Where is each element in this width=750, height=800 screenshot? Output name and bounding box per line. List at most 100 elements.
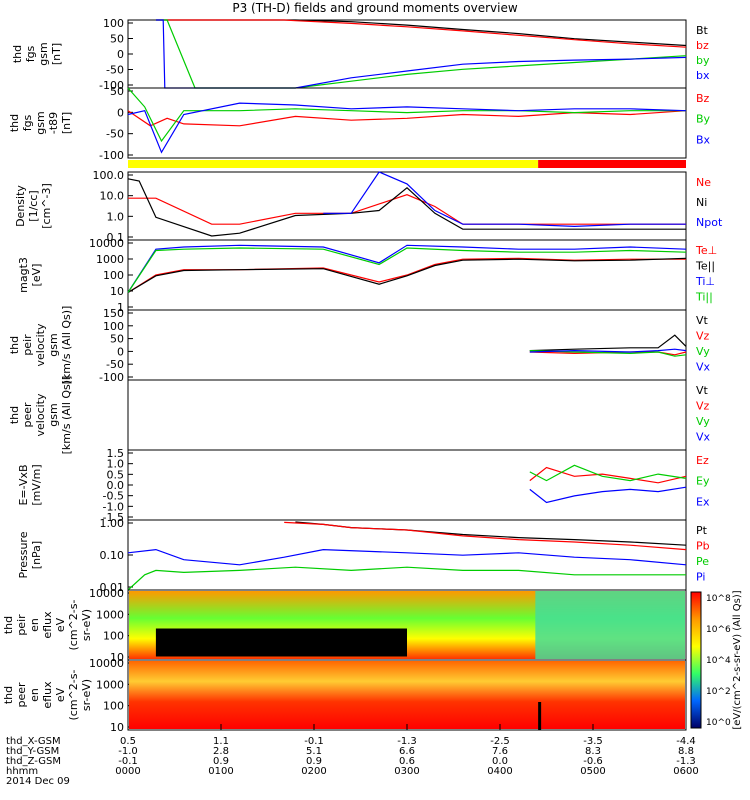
y-tick-label: 10 <box>110 651 124 664</box>
y-tick-label: 0 <box>117 345 124 358</box>
x-axis-value: -0.6 <box>583 756 603 767</box>
legend-label: Bx <box>696 133 711 146</box>
series-line-bz <box>155 19 687 48</box>
status-bar-yellow <box>128 160 539 168</box>
y-axis-label: peer <box>21 402 34 428</box>
x-axis-row-label: hhmm <box>6 766 38 777</box>
y-tick-label: 100 <box>103 269 124 282</box>
y-axis-label: [1/cc] <box>27 190 40 221</box>
legend-label: Ey <box>696 475 710 488</box>
y-tick-label: 10 <box>110 721 124 734</box>
y-tick-label: 1000 <box>96 678 124 691</box>
y-tick-label: 100 <box>103 17 124 30</box>
series-line-bx <box>127 102 687 154</box>
series-line-vx <box>529 348 687 353</box>
x-axis-value: 0.0 <box>492 756 508 767</box>
panel-frame <box>127 87 687 159</box>
y-tick-label: 50 <box>110 333 124 346</box>
y-tick-label: 10 <box>110 285 124 298</box>
series-line-ez <box>529 466 687 484</box>
series-line-pe <box>127 566 686 591</box>
x-axis-value: -1.3 <box>676 756 696 767</box>
panel-frame <box>127 19 687 89</box>
legend-label: Pi <box>696 571 705 584</box>
y-axis-label: E=-VxB <box>17 464 30 505</box>
y-axis-label: fgs <box>21 114 34 131</box>
panel-frame <box>127 379 687 451</box>
y-tick-label: 50 <box>110 33 124 46</box>
x-axis-value: -1.3 <box>397 736 417 747</box>
y-tick-label: 50 <box>110 85 124 98</box>
x-axis-value: 0.9 <box>213 756 229 767</box>
y-tick-label: 1000 <box>96 608 124 621</box>
x-axis-value: 7.6 <box>492 746 508 757</box>
x-axis-value: 2.8 <box>213 746 229 757</box>
y-tick-label: 1 <box>117 301 124 314</box>
y-tick-label: 1.0 <box>107 458 125 471</box>
y-tick-label: 0.1 <box>107 231 125 244</box>
legend-label: Vt <box>696 314 709 327</box>
legend-label: by <box>696 54 710 67</box>
series-line-bx <box>155 19 687 89</box>
legend-label: Vy <box>696 345 710 358</box>
y-axis-label: [nT] <box>60 112 73 134</box>
y-axis-label: sr-eV) <box>80 679 93 711</box>
colorbar-tick-label: 10^0 <box>706 718 731 728</box>
y-axis-label: thd <box>8 114 21 132</box>
y-axis-label: peir <box>15 614 28 636</box>
legend-label: Vz <box>696 400 710 413</box>
y-tick-label: 10000 <box>89 237 124 250</box>
legend-label: Pb <box>696 540 710 553</box>
y-tick-label: -1.5 <box>103 511 124 524</box>
x-axis-value: 0.6 <box>399 756 415 767</box>
y-axis-label: -t89 <box>47 112 60 134</box>
x-axis-value: 8.3 <box>585 746 601 757</box>
y-axis-label: gsm <box>34 111 47 134</box>
x-axis-value: 0400 <box>487 766 512 777</box>
y-tick-label: 150 <box>103 307 124 320</box>
x-axis-value: -0.1 <box>118 756 138 767</box>
legend-label: Vx <box>696 361 711 374</box>
y-axis-label: en <box>28 618 41 632</box>
panel-frame <box>127 449 687 521</box>
y-tick-label: 0.01 <box>100 581 125 594</box>
x-axis-value: -2.5 <box>490 736 510 747</box>
y-axis-label: [mV/m] <box>30 464 43 505</box>
series-line-vz <box>529 351 687 356</box>
y-tick-label: 100 <box>103 630 124 643</box>
y-tick-label: 10.0 <box>100 190 125 203</box>
x-axis-value: -4.4 <box>676 736 696 747</box>
y-axis-label: sr-eV) <box>80 609 93 641</box>
legend-label: Ez <box>696 454 709 467</box>
status-bar-red <box>538 160 686 168</box>
legend-label: Pe <box>696 555 709 568</box>
legend-label: Vx <box>696 431 711 444</box>
colorbar-tick-label: 10^6 <box>706 625 731 635</box>
chart-title: P3 (TH-D) fields and ground moments over… <box>232 1 518 15</box>
y-tick-label: 0 <box>117 106 124 119</box>
legend-label: Ti|| <box>695 291 713 304</box>
series-line-vt <box>529 334 687 352</box>
legend-label: Bt <box>696 24 709 37</box>
legend-label: Pt <box>696 524 708 537</box>
x-axis-value: -3.5 <box>583 736 603 747</box>
heatmap-gap <box>538 702 542 730</box>
y-tick-label: 0.0 <box>107 479 125 492</box>
legend-label: Bz <box>696 92 710 105</box>
y-tick-label: 10000 <box>89 587 124 600</box>
y-axis-label: thd <box>8 406 21 424</box>
series-line-te <box>127 257 687 294</box>
colorbar-label: [eV/(cm^2-s-sr-eV) (All Qs)] <box>732 590 743 729</box>
y-axis-label: velocity <box>34 393 47 436</box>
x-axis-value: 0500 <box>580 766 605 777</box>
colorbar-tick-label: 10^8 <box>706 594 731 604</box>
y-axis-label: en <box>28 688 41 702</box>
y-axis-label: peer <box>15 682 28 708</box>
x-axis-value: 1.1 <box>213 736 229 747</box>
series-line-ti <box>127 244 687 293</box>
y-axis-label: [cm^-3] <box>40 183 53 229</box>
y-axis-label: eflux <box>41 681 54 709</box>
y-axis-label: Pressure <box>17 531 30 578</box>
y-axis-label: eV <box>54 687 67 702</box>
